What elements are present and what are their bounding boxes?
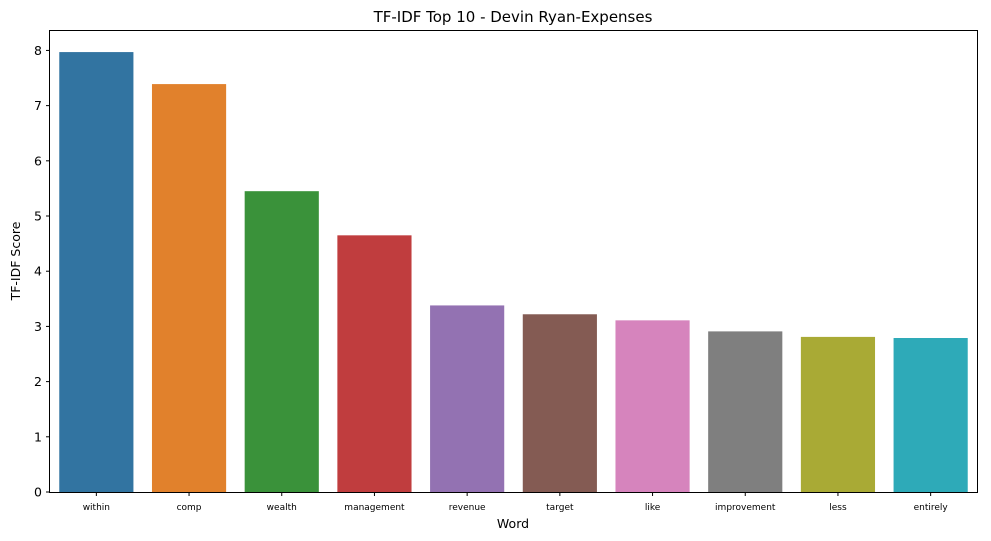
bar-like	[615, 320, 690, 492]
y-axis-ticks: 0 1 2 3 4 5 6 7 8	[34, 43, 50, 500]
y-tick-label: 7	[34, 98, 42, 113]
bar-target	[522, 314, 597, 492]
y-tick-label: 2	[34, 374, 42, 389]
x-tick-label: improvement	[715, 503, 776, 513]
bar-within	[59, 52, 134, 492]
bar-revenue	[430, 305, 505, 492]
bar-less	[800, 336, 876, 492]
y-tick-label: 6	[34, 153, 42, 168]
plot-frame	[49, 30, 978, 493]
bar-management	[337, 235, 412, 492]
x-tick-label: like	[645, 503, 661, 513]
y-tick-label: 5	[34, 209, 42, 224]
y-tick-label: 0	[34, 485, 42, 500]
bar-entirely	[893, 338, 968, 492]
bar-wealth	[244, 191, 319, 492]
y-tick-label: 4	[34, 264, 42, 279]
x-tick-label: entirely	[914, 503, 949, 513]
chart-title: TF-IDF Top 10 - Devin Ryan-Expenses	[373, 8, 653, 26]
x-tick-label: target	[546, 503, 574, 513]
bars-group	[59, 52, 968, 492]
y-axis-label: TF-IDF Score	[8, 221, 23, 301]
y-tick-label: 1	[34, 429, 42, 444]
y-tick-label: 3	[34, 319, 42, 334]
x-tick-label: within	[83, 503, 110, 513]
bar-comp	[151, 84, 227, 492]
bar-improvement	[708, 331, 783, 492]
x-axis-ticks: within comp wealth management revenue target l…	[83, 492, 949, 513]
x-tick-label: comp	[177, 503, 202, 513]
y-tick-label: 8	[34, 43, 42, 58]
x-tick-label: less	[829, 503, 847, 513]
x-axis-label: Word	[497, 516, 529, 531]
x-tick-label: wealth	[267, 503, 297, 513]
x-tick-label: revenue	[449, 503, 486, 513]
x-tick-label: management	[344, 503, 405, 513]
